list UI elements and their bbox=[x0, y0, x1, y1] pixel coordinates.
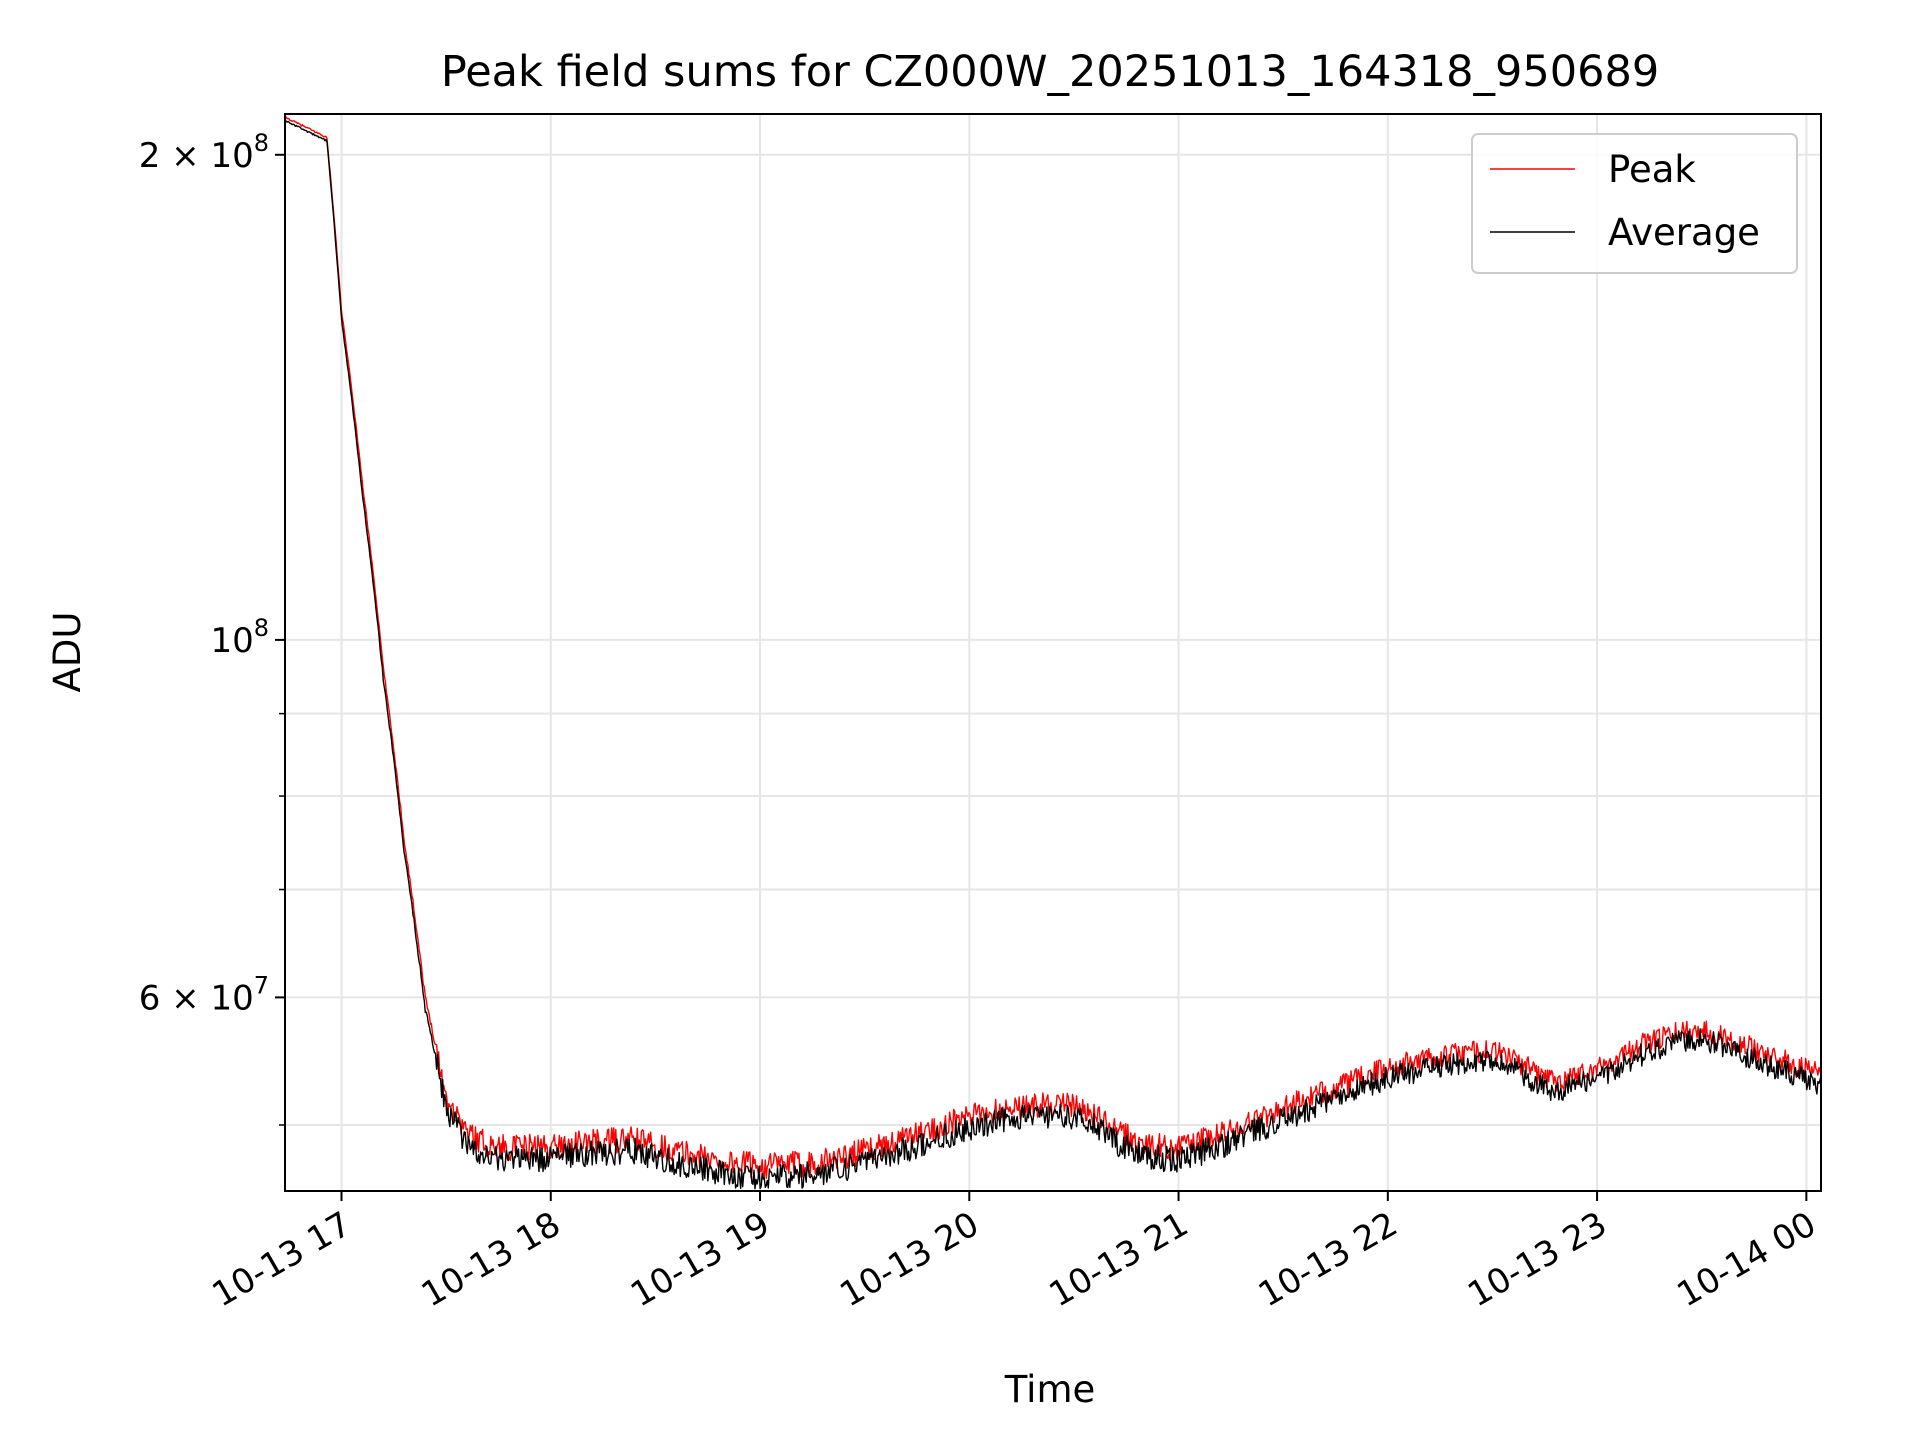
plot-frame bbox=[284, 113, 1822, 1192]
y-tick-label: 6 × 107 bbox=[139, 971, 269, 1018]
series-group bbox=[284, 116, 1822, 1190]
y-tick-label: 108 bbox=[210, 614, 269, 661]
series-line-average bbox=[284, 120, 1822, 1190]
y-tick-label: 2 × 108 bbox=[139, 129, 269, 176]
y-axis-ticks: 2 × 108 108 6 × 107 bbox=[139, 129, 285, 1126]
legend: Peak Average bbox=[1471, 133, 1798, 274]
x-axis-label: Time bbox=[1004, 1368, 1096, 1411]
chart-title: Peak field sums for CZ000W_20251013_1643… bbox=[441, 47, 1659, 97]
y-axis-label: ADU bbox=[46, 612, 89, 693]
legend-label-peak: Peak bbox=[1608, 148, 1696, 191]
grid bbox=[285, 114, 1821, 1191]
legend-label-average: Average bbox=[1608, 211, 1760, 254]
